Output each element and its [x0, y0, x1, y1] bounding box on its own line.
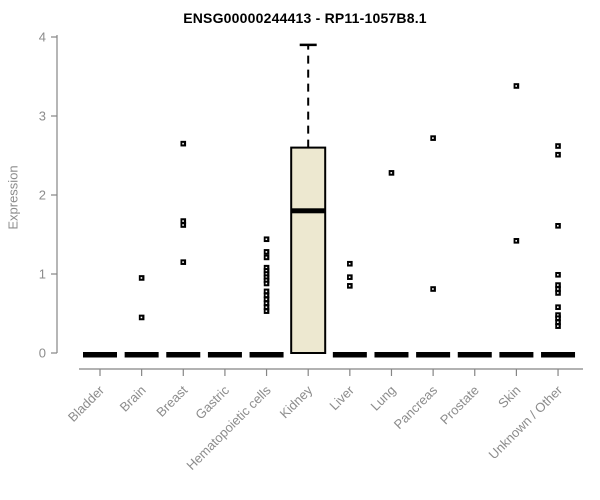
zero-median-bar: [332, 352, 367, 358]
y-tick-label: 0: [39, 346, 46, 361]
zero-median-bar: [457, 352, 492, 358]
boxplot-box: [290, 146, 327, 354]
outlier-point-center: [432, 137, 434, 139]
outlier-point-center: [557, 306, 559, 308]
outlier-point-center: [265, 256, 268, 259]
outlier-point-center: [265, 238, 268, 241]
y-tick-label: 3: [39, 109, 46, 124]
outlier-point-center: [557, 325, 559, 327]
chart-title: ENSG00000244413 - RP11-1057B8.1: [183, 10, 427, 26]
outlier-point-center: [557, 314, 559, 316]
outlier-point-center: [265, 276, 268, 278]
x-category-label: Kidney: [277, 382, 316, 421]
outlier-point-center: [515, 85, 517, 87]
x-category-label: Bladder: [65, 382, 108, 425]
x-category-label: Gastric: [192, 382, 232, 422]
outlier-point-center: [140, 316, 143, 319]
outlier-point-center: [557, 273, 559, 276]
outlier-point-center: [557, 225, 559, 227]
x-category-label: Breast: [153, 382, 190, 419]
x-category-label: Unknown / Other: [486, 382, 566, 462]
outlier-point-center: [265, 279, 268, 282]
x-category-label: Prostate: [437, 383, 482, 428]
outlier-point-center: [265, 294, 268, 297]
outlier-point-center: [182, 142, 184, 145]
outlier-point-center: [557, 317, 559, 320]
outlier-point-center: [557, 292, 559, 294]
outlier-point-center: [265, 290, 268, 293]
zero-median-bar: [416, 352, 451, 358]
zero-median-bar: [166, 352, 201, 358]
x-category-label: Brain: [117, 383, 149, 415]
outlier-point-center: [348, 262, 351, 265]
zero-median-bar: [541, 352, 576, 358]
outlier-point-center: [348, 285, 351, 287]
outlier-point-center: [265, 310, 268, 312]
outlier-point-center: [265, 270, 268, 272]
outlier-point-center: [432, 288, 434, 290]
outlier-point-center: [265, 282, 268, 285]
outlier-point-center: [265, 306, 268, 308]
outlier-point-center: [265, 251, 268, 253]
outlier-point-center: [348, 276, 351, 278]
y-tick-label: 1: [39, 267, 46, 282]
x-category-label: Pancreas: [391, 382, 441, 432]
outlier-point-center: [140, 277, 143, 279]
outlier-point-center: [390, 172, 393, 174]
outlier-point-center: [265, 273, 268, 275]
x-category-label: Lung: [368, 383, 399, 414]
outlier-point-center: [557, 145, 559, 147]
outlier-point-center: [182, 261, 184, 263]
zero-median-bar: [374, 352, 409, 358]
zero-median-bar: [249, 352, 284, 358]
y-tick-label: 4: [39, 30, 46, 45]
outlier-point-center: [515, 240, 517, 242]
boxplot-median-line: [291, 208, 326, 214]
zero-median-bar: [207, 352, 242, 358]
zero-median-bar: [499, 352, 534, 358]
x-category-label: Liver: [326, 382, 357, 413]
zero-median-bar: [83, 352, 117, 358]
x-category-label: Skin: [495, 383, 523, 411]
zero-median-bar: [124, 352, 159, 358]
outlier-point-center: [182, 224, 184, 226]
outlier-point-center: [557, 321, 559, 323]
outlier-point-center: [557, 284, 559, 286]
outlier-point-center: [265, 302, 268, 305]
outlier-point-center: [265, 298, 268, 301]
outlier-point-center: [182, 220, 184, 222]
outlier-point-center: [557, 288, 559, 290]
outlier-point-center: [265, 266, 268, 269]
outlier-point-center: [557, 153, 559, 156]
y-tick-label: 2: [39, 188, 46, 203]
